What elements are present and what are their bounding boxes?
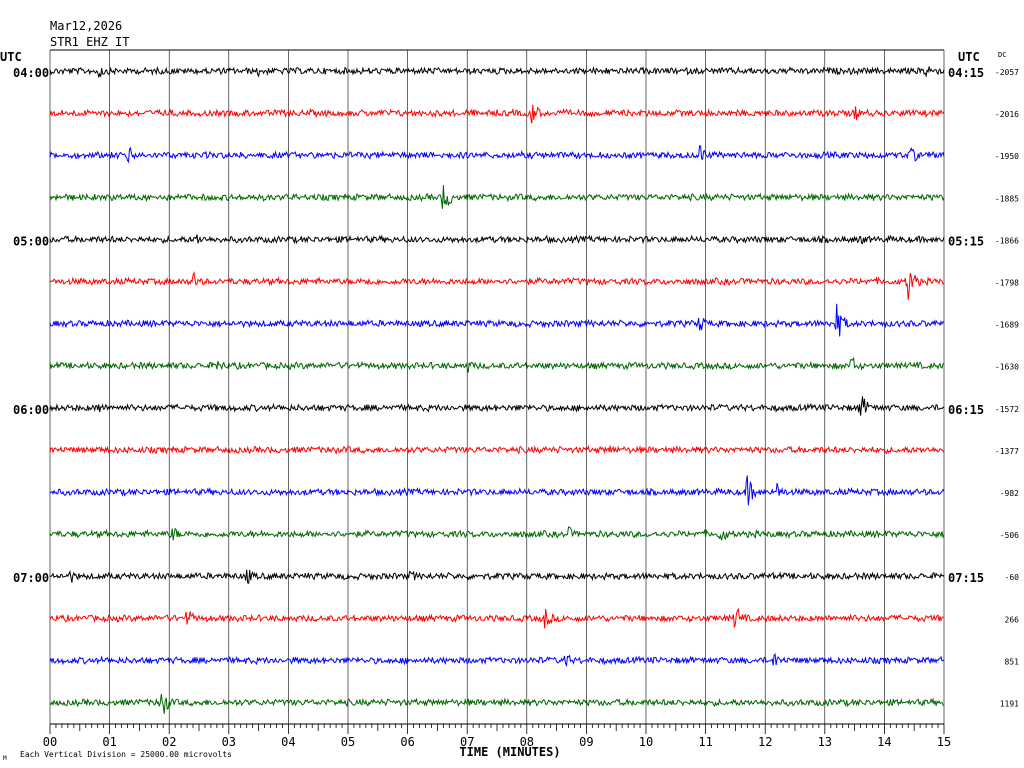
dc-offset-value: 266 <box>1005 615 1020 624</box>
trace-7 <box>49 357 945 373</box>
dc-offset-value: -1572 <box>995 405 1019 414</box>
grid <box>49 49 945 724</box>
x-tick-label: 07 <box>460 735 474 749</box>
dc-offset-value: -2057 <box>995 68 1019 77</box>
dc-offset-value: -2016 <box>995 110 1019 119</box>
trace-12 <box>49 569 945 584</box>
x-tick-label: 15 <box>937 735 951 749</box>
left-time-label: 05:00 <box>13 234 49 248</box>
x-axis-title: TIME (MINUTES) <box>459 745 560 759</box>
header-date: Mar12,2026 <box>50 19 122 33</box>
right-time-label: 05:15 <box>948 234 984 248</box>
dc-offset-value: -1689 <box>995 321 1019 330</box>
trace-13 <box>49 607 945 629</box>
dc-offset-value: -1885 <box>995 194 1019 203</box>
dc-label: DC <box>998 51 1006 59</box>
x-tick-label: 04 <box>281 735 295 749</box>
dc-offset-value: -1798 <box>995 279 1019 288</box>
dc-offset-value: -1630 <box>995 363 1019 372</box>
dc-offset-value: -1866 <box>995 236 1019 245</box>
x-tick-label: 11 <box>698 735 712 749</box>
x-tick-label: 02 <box>162 735 176 749</box>
trace-14 <box>49 653 945 668</box>
trace-0 <box>49 65 945 78</box>
right-time-label: 06:15 <box>948 403 984 417</box>
header-station: STR1 EHZ IT <box>50 35 129 49</box>
left-time-label: 06:00 <box>13 403 49 417</box>
right-time-label: 07:15 <box>948 571 984 585</box>
x-axis: 00 01 02 03 04 05 06 07 08 09 10 11 12 13 14 15 <box>43 723 951 749</box>
traces <box>49 65 945 714</box>
x-tick-label: 08 <box>520 735 534 749</box>
left-time-label: 07:00 <box>13 571 49 585</box>
x-tick-label: 14 <box>877 735 891 749</box>
dc-offset-labels: -2057 -2016 -1950 -1885 -1866 -1798 -1689 -1630… <box>995 68 1019 709</box>
trace-9 <box>49 444 945 455</box>
dc-offset-value: -1377 <box>995 447 1019 456</box>
dc-offset-value: 1191 <box>1000 700 1019 709</box>
trace-6 <box>49 303 945 337</box>
x-tick-label: 03 <box>222 735 236 749</box>
x-tick-label: 12 <box>758 735 772 749</box>
dc-offset-value: -1950 <box>995 152 1019 161</box>
dc-offset-value: -60 <box>1005 573 1020 582</box>
x-tick-label: 01 <box>102 735 116 749</box>
trace-10 <box>49 475 945 506</box>
dc-offset-value: 851 <box>1005 657 1020 666</box>
trace-15 <box>49 693 945 714</box>
x-tick-label: 00 <box>43 735 57 749</box>
x-tick-label: 10 <box>639 735 653 749</box>
trace-3 <box>49 185 945 209</box>
scale-note: Each Vertical Division = 25000.00 microv… <box>20 750 232 759</box>
dc-offset-value: -982 <box>1000 489 1019 498</box>
footer-mark: M <box>3 755 7 762</box>
trace-11 <box>49 526 945 541</box>
trace-5 <box>49 270 945 300</box>
x-tick-label: 13 <box>818 735 832 749</box>
left-time-labels: 04:00 05:00 06:00 07:00 <box>13 66 49 585</box>
left-time-label: 04:00 <box>13 66 49 80</box>
right-time-labels: 04:15 05:15 06:15 07:15 <box>948 66 984 585</box>
utc-label-right: UTC <box>958 50 980 64</box>
dc-offset-value: -506 <box>1000 531 1019 540</box>
trace-2 <box>49 145 945 164</box>
trace-4 <box>49 234 945 245</box>
trace-1 <box>49 104 945 124</box>
x-tick-label: 06 <box>400 735 414 749</box>
right-time-label: 04:15 <box>948 66 984 80</box>
x-tick-label: 05 <box>341 735 355 749</box>
utc-label-left: UTC <box>0 50 22 64</box>
x-tick-label: 09 <box>579 735 593 749</box>
trace-8 <box>49 396 945 416</box>
